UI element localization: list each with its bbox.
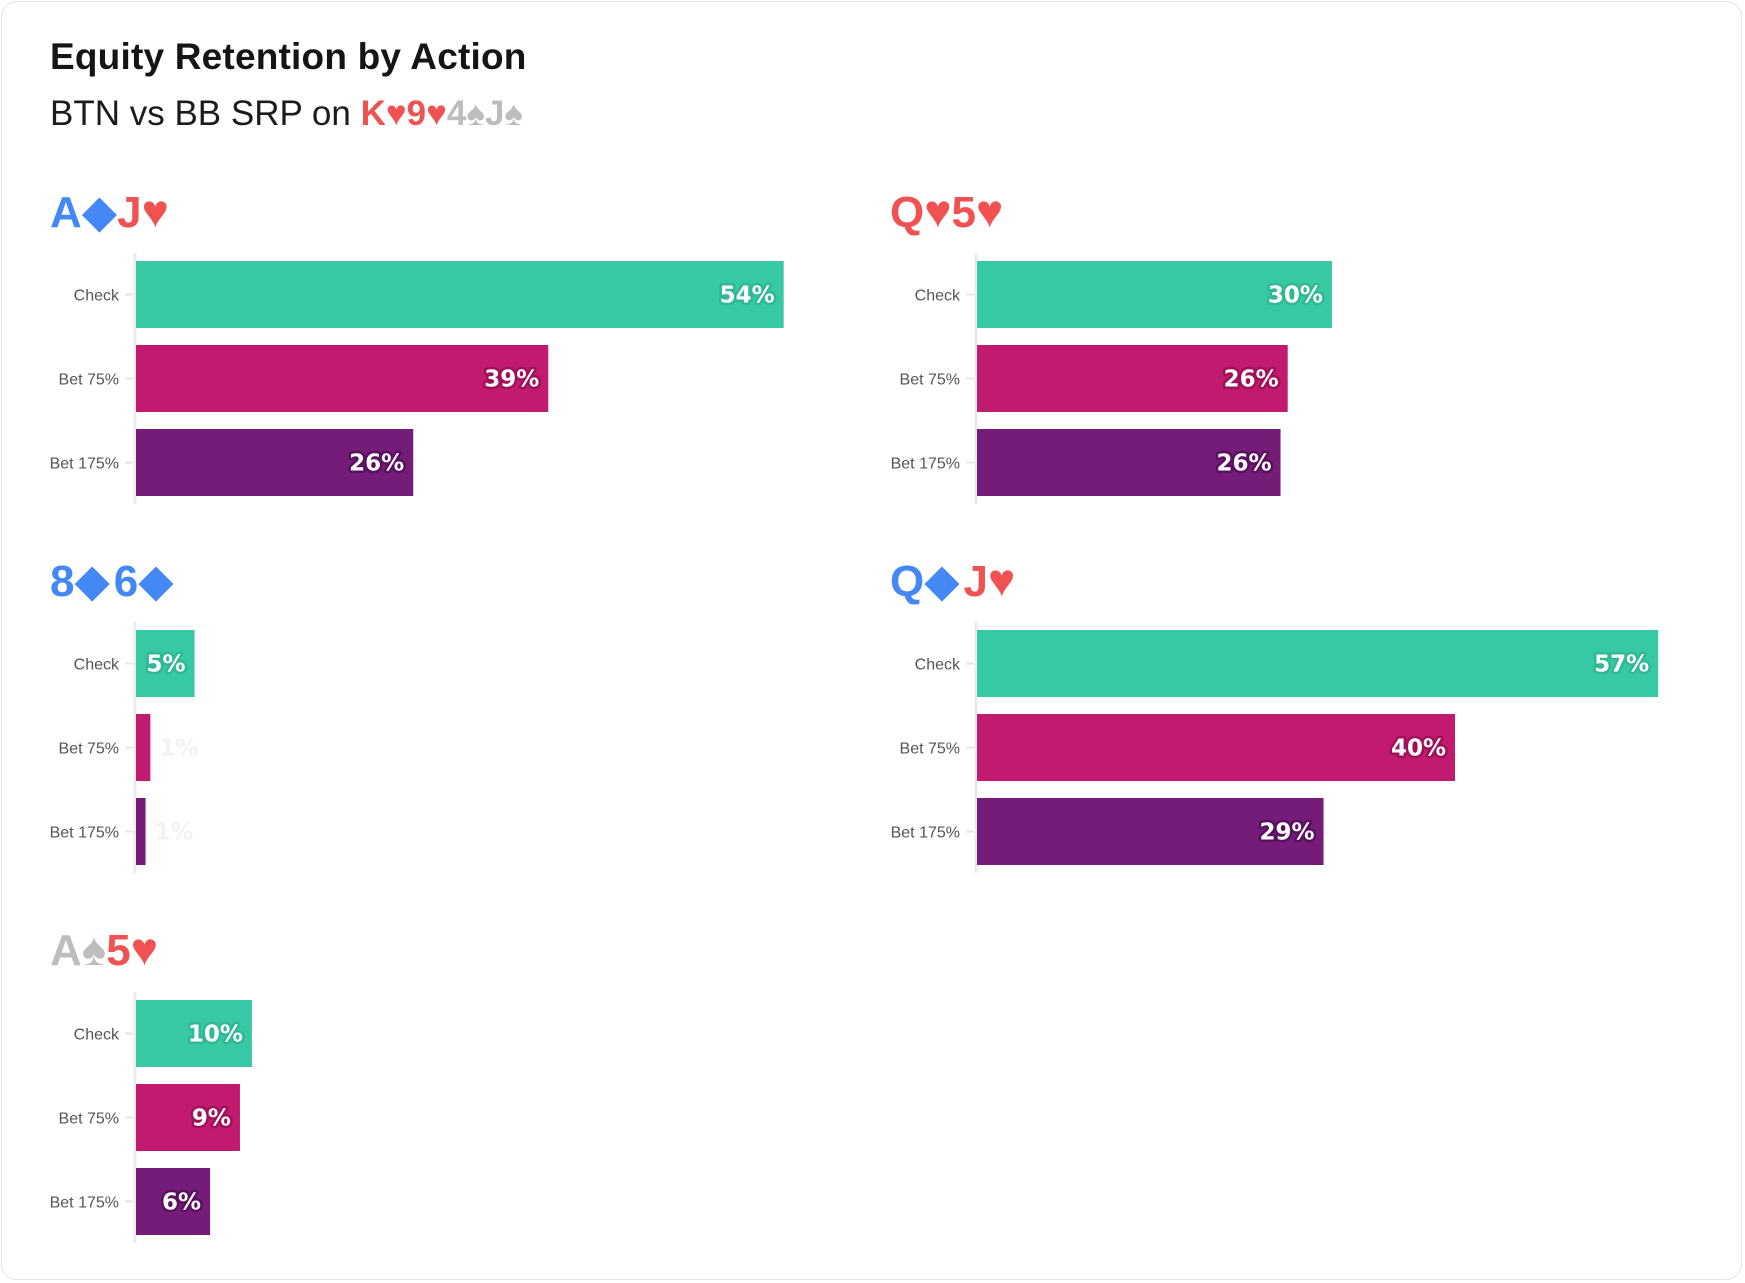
bar-value-label: 6%	[162, 1190, 201, 1216]
diamonds-icon: ◆	[81, 185, 118, 237]
bar-bet-75	[136, 345, 549, 412]
bar-value-label: 10%	[188, 1022, 243, 1048]
hand-heading: A♠5♥	[50, 922, 158, 976]
y-tick-label: Bet 75%	[59, 741, 119, 758]
bar-value-label: 57%	[1594, 652, 1649, 678]
subtitle-prefix: BTN vs BB SRP on	[50, 94, 361, 133]
bar-check	[136, 630, 195, 697]
hand-heading: Q♥5♥	[890, 184, 1003, 238]
hand-card-rank: J	[963, 557, 988, 606]
bar-check	[136, 1000, 252, 1067]
hand-heading: Q◆ J♥	[890, 553, 1015, 607]
board-card-rank: 9	[406, 94, 427, 133]
y-tick-label: Bet 75%	[900, 372, 960, 389]
bar-bet-175	[136, 798, 146, 865]
diamonds-icon: ◆	[924, 554, 960, 606]
hand-card-rank: 5	[951, 188, 977, 237]
y-tick-label: Bet 175%	[50, 825, 119, 842]
y-tick-label: Bet 175%	[891, 825, 960, 842]
bar-value-label: 26%	[1216, 451, 1271, 477]
bar-value-label: 26%	[349, 451, 404, 477]
bar-bet-175	[977, 429, 1281, 496]
y-tick-label: Bet 75%	[59, 372, 119, 389]
bar-bet-175	[136, 1168, 211, 1235]
hearts-icon: ♥	[426, 94, 447, 133]
diamonds-icon: ◆	[138, 554, 174, 606]
bar-value-label: 26%	[1224, 367, 1279, 393]
spades-icon: ♠	[504, 94, 524, 133]
bar-bet-75	[977, 345, 1288, 412]
y-tick-label: Bet 175%	[50, 1195, 119, 1212]
y-tick-label: Bet 175%	[50, 456, 119, 473]
y-tick-label: Check	[74, 1027, 120, 1044]
bar-check	[136, 261, 784, 328]
hand-card-rank: Q	[890, 557, 925, 606]
bar-value-label: 1%	[155, 820, 194, 846]
y-tick-label: Check	[915, 288, 961, 305]
bar-bet-175	[977, 798, 1324, 865]
hand-card-rank: Q	[890, 188, 925, 237]
y-tick-label: Check	[74, 288, 120, 305]
bar-value-label: 1%	[159, 736, 198, 762]
hand-heading: A◆J♥	[50, 184, 169, 238]
y-tick-label: Check	[74, 657, 120, 674]
board-cards: K♥9♥4♠J♠	[361, 94, 523, 133]
bar-value-label: 5%	[146, 652, 185, 678]
spades-icon: ♠	[466, 94, 485, 133]
bar-value-label: 29%	[1259, 820, 1314, 846]
hand-card-rank: J	[117, 188, 142, 237]
bar-bet-75	[136, 1084, 240, 1151]
bar-value-label: 39%	[484, 367, 539, 393]
spades-icon: ♠	[81, 923, 107, 975]
bar-check	[977, 630, 1659, 697]
y-tick-label: Bet 75%	[59, 1111, 119, 1128]
chart-subtitle: BTN vs BB SRP on K♥9♥4♠J♠	[50, 94, 523, 134]
hand-card-rank: A	[50, 188, 82, 237]
bar-bet-175	[136, 429, 414, 496]
hand-card-rank: 6	[113, 557, 139, 606]
hearts-icon: ♥	[141, 185, 169, 237]
board-card-rank: K	[360, 94, 386, 133]
board-card-rank: J	[484, 94, 505, 133]
hearts-icon: ♥	[130, 923, 159, 975]
bar-value-label: 54%	[720, 283, 775, 309]
bar-value-label: 30%	[1268, 283, 1323, 309]
bar-value-label: 9%	[192, 1106, 231, 1132]
y-tick-label: Check	[915, 657, 961, 674]
hand-card-rank: 5	[106, 926, 131, 975]
board-card-rank: 4	[446, 94, 467, 133]
y-tick-label: Bet 75%	[900, 741, 960, 758]
bar-bet-75	[136, 714, 151, 781]
diamonds-icon: ◆	[74, 554, 110, 606]
hearts-icon: ♥	[988, 554, 1016, 606]
hearts-icon: ♥	[385, 94, 407, 133]
hearts-icon: ♥	[924, 185, 952, 237]
hearts-icon: ♥	[976, 185, 1004, 237]
hand-card-rank: A	[50, 926, 82, 975]
chart-title: Equity Retention by Action	[50, 36, 527, 77]
bar-check	[977, 261, 1332, 328]
y-tick-label: Bet 175%	[891, 456, 960, 473]
hand-card-rank: 8	[50, 557, 75, 606]
bar-value-label: 40%	[1391, 736, 1446, 762]
hand-heading: 8◆ 6◆	[50, 553, 174, 607]
bar-bet-75	[977, 714, 1455, 781]
